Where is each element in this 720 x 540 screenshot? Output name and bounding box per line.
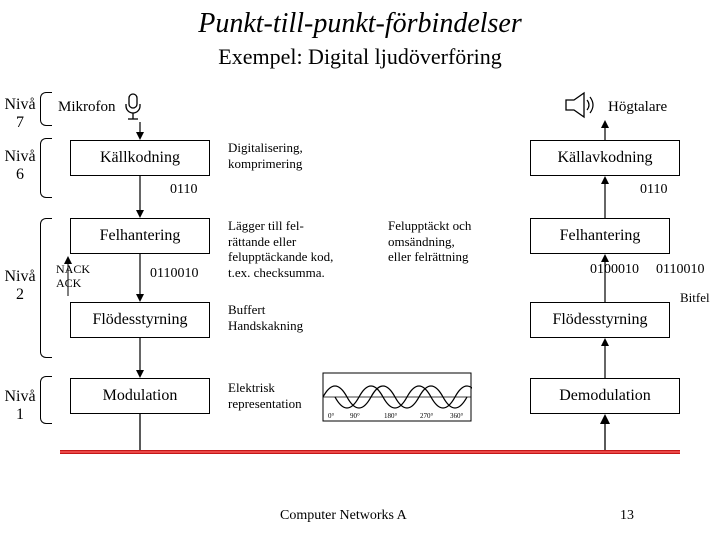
footer-course: Computer Networks A — [280, 508, 407, 524]
signal-path — [0, 0, 720, 540]
transmission-line — [60, 450, 680, 454]
footer-page: 13 — [620, 508, 634, 524]
